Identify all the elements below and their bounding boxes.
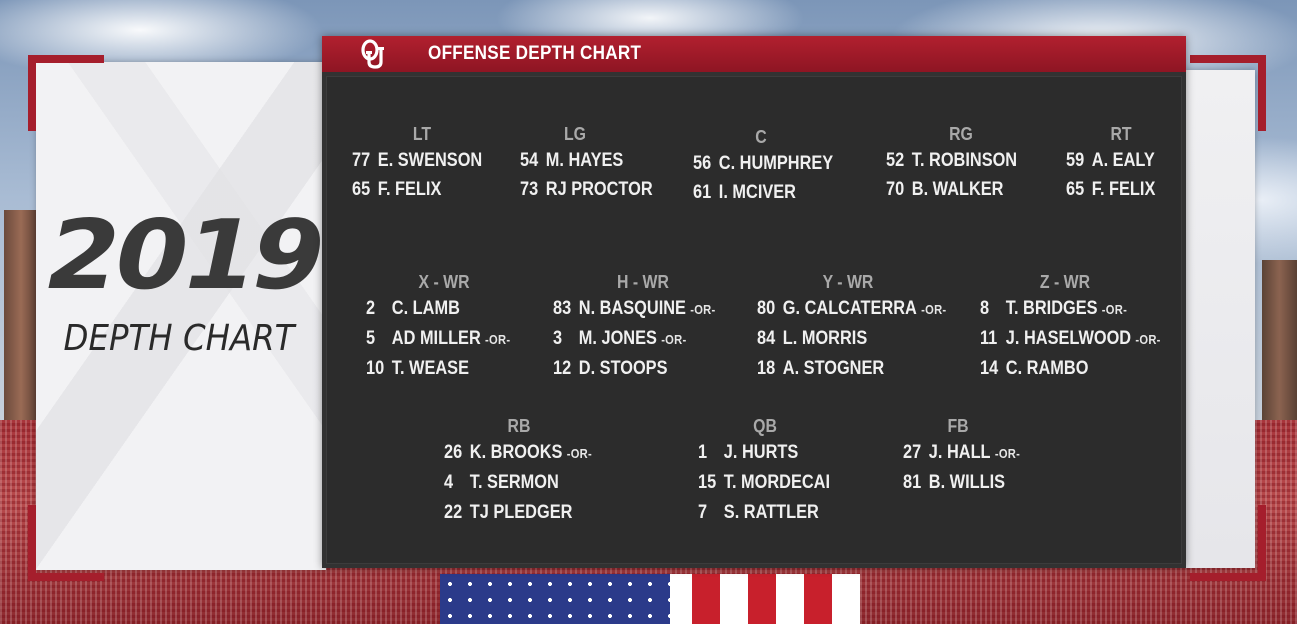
position-label: QB bbox=[753, 416, 777, 436]
position-group-rb: RB 26 K. BROOKS -OR- 4 T. SERMON 22 TJ PLEDG… bbox=[444, 414, 624, 528]
depth-chart-panel: OFFENSE DEPTH CHART LT 77 E. SWENSON 65 F.… bbox=[322, 36, 1186, 568]
position-label: C bbox=[755, 127, 767, 147]
position-label: RT bbox=[1110, 124, 1132, 144]
header-title: OFFENSE DEPTH CHART bbox=[428, 43, 642, 64]
frame-bracket-bottom-left bbox=[28, 505, 104, 581]
position-label: H - WR bbox=[617, 272, 669, 292]
field-flag-union bbox=[440, 574, 670, 624]
position-group-z-wr: Z - WR 8 T. BRIDGES -OR- 11 J. HASELWOOD -OR… bbox=[980, 270, 1180, 384]
header-bar: OFFENSE DEPTH CHART bbox=[322, 36, 1186, 72]
player-row: 18 A. STOGNER bbox=[757, 358, 885, 379]
player-row: 2 C. LAMB bbox=[366, 298, 460, 319]
player-row: 81 B. WILLIS bbox=[903, 472, 1006, 493]
player-row: 65 F. FELIX bbox=[352, 179, 442, 200]
player-row: 56 C. HUMPHREY bbox=[693, 153, 834, 174]
player-row: 83 N. BASQUINE -OR- bbox=[553, 298, 716, 319]
player-row: 7 S. RATTLER bbox=[698, 502, 819, 523]
depth-chart-subtitle: DEPTH CHART bbox=[63, 318, 295, 359]
player-row: 65 F. FELIX bbox=[1066, 179, 1156, 200]
position-group-rt: RT 59 A. EALY 65 F. FELIX bbox=[1066, 122, 1176, 204]
position-group-qb: QB 1 J. HURTS 15 T. MORDECAI 7 S. RATTLER bbox=[698, 414, 848, 528]
player-row: 52 T. ROBINSON bbox=[886, 150, 1018, 171]
player-row: 73 RJ PROCTOR bbox=[520, 179, 653, 200]
right-side-panel bbox=[1185, 70, 1255, 568]
player-row: 15 T. MORDECAI bbox=[698, 472, 831, 493]
player-row: 27 J. HALL -OR- bbox=[903, 442, 1021, 463]
panel-body bbox=[326, 76, 1182, 564]
player-row: 12 D. STOOPS bbox=[553, 358, 668, 379]
player-row: 22 TJ PLEDGER bbox=[444, 502, 573, 523]
player-row: 59 A. EALY bbox=[1066, 150, 1155, 171]
player-row: 80 G. CALCATERRA -OR- bbox=[757, 298, 947, 319]
player-row: 8 T. BRIDGES -OR- bbox=[980, 298, 1128, 319]
player-row: 10 T. WEASE bbox=[366, 358, 469, 379]
position-label: LT bbox=[412, 124, 432, 144]
position-group-fb: FB 27 J. HALL -OR- 81 B. WILLIS bbox=[903, 414, 1043, 498]
position-label: Z - WR bbox=[1039, 272, 1091, 292]
year-title: 2019 bbox=[35, 198, 333, 312]
player-row: 14 C. RAMBO bbox=[980, 358, 1089, 379]
player-row: 4 T. SERMON bbox=[444, 472, 559, 493]
position-label: X - WR bbox=[418, 272, 470, 292]
stadium-tower-right bbox=[1262, 260, 1297, 430]
player-row: 54 M. HAYES bbox=[520, 150, 624, 171]
oklahoma-ou-logo-icon bbox=[358, 39, 388, 69]
position-group-rg: RG 52 T. ROBINSON 70 B. WALKER bbox=[886, 122, 1036, 204]
frame-bracket-top-left bbox=[28, 55, 104, 131]
stadium-tower-left bbox=[4, 210, 38, 430]
player-row: 11 J. HASELWOOD -OR- bbox=[980, 328, 1161, 349]
frame-bracket-top-right bbox=[1190, 55, 1266, 131]
position-group-lt: LT 77 E. SWENSON 65 F. FELIX bbox=[352, 122, 492, 204]
position-label: RB bbox=[507, 416, 531, 436]
player-row: 1 J. HURTS bbox=[698, 442, 799, 463]
position-group-y-wr: Y - WR 80 G. CALCATERRA -OR- 84 L. MORRIS 1… bbox=[757, 270, 967, 384]
player-row: 61 I. MCIVER bbox=[693, 182, 796, 203]
position-group-c: C 56 C. HUMPHREY 61 I. MCIVER bbox=[693, 125, 843, 207]
position-group-h-wr: H - WR 83 N. BASQUINE -OR- 3 M. JONES -OR- 1… bbox=[553, 270, 753, 384]
player-row: 84 L. MORRIS bbox=[757, 328, 868, 349]
title-card bbox=[36, 62, 326, 570]
position-label: RG bbox=[949, 124, 973, 144]
position-label: Y - WR bbox=[822, 272, 874, 292]
player-row: 3 M. JONES -OR- bbox=[553, 328, 687, 349]
frame-bracket-bottom-right bbox=[1190, 505, 1266, 581]
player-row: 5 AD MILLER -OR- bbox=[366, 328, 511, 349]
player-row: 70 B. WALKER bbox=[886, 179, 1004, 200]
position-label: LG bbox=[564, 124, 586, 144]
position-group-lg: LG 54 M. HAYES 73 RJ PROCTOR bbox=[520, 122, 660, 204]
player-row: 26 K. BROOKS -OR- bbox=[444, 442, 592, 463]
position-group-x-wr: X - WR 2 C. LAMB 5 AD MILLER -OR- 10 T. WEAS… bbox=[366, 270, 546, 384]
player-row: 77 E. SWENSON bbox=[352, 150, 483, 171]
position-label: FB bbox=[947, 416, 969, 436]
